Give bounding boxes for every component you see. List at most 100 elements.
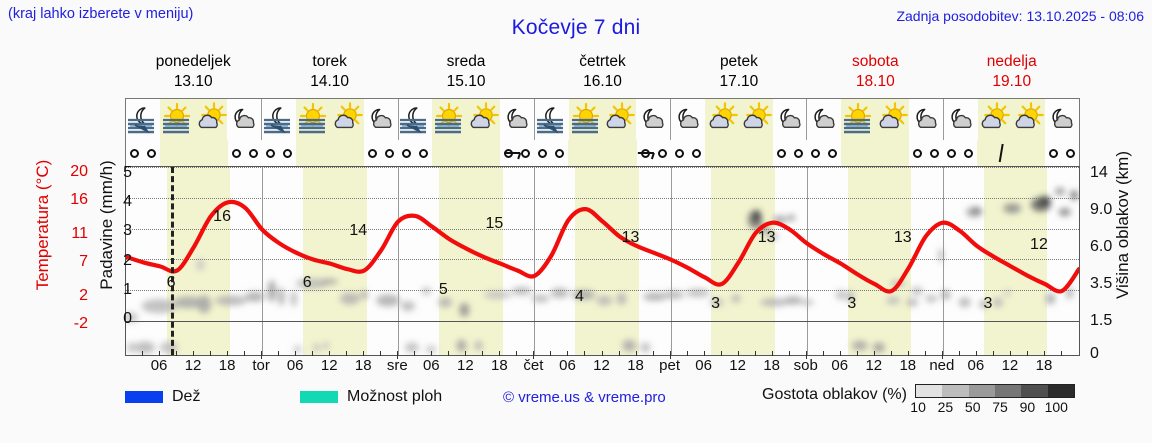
wind-calm-symbol bbox=[671, 140, 688, 166]
time-tick-label: 18 bbox=[354, 357, 372, 374]
cloud-height-tick-label: 9.0 bbox=[1090, 201, 1113, 218]
chart-legend: Dež Možnost ploh © vreme.us & vreme.pro … bbox=[125, 384, 1145, 432]
axis-tick bbox=[482, 351, 484, 356]
day-date: 13.10 bbox=[173, 73, 213, 90]
axis-tick bbox=[363, 351, 365, 356]
page-title: Kočevje 7 dni bbox=[511, 16, 641, 39]
icon-day-nedelja bbox=[944, 99, 1079, 140]
axis-tick bbox=[754, 351, 756, 356]
sun-cloud-icon bbox=[705, 99, 739, 140]
time-tick-label: 06 bbox=[286, 357, 304, 374]
wind-day-sobota bbox=[807, 140, 943, 166]
day-header-nedelja: nedelja 19.10 bbox=[944, 52, 1080, 96]
sun-mist-icon bbox=[432, 99, 466, 140]
min-temp-label: 6 bbox=[166, 274, 176, 292]
wind-calm-symbol bbox=[364, 140, 381, 166]
calm-circle-icon bbox=[657, 148, 667, 158]
wind-day-četrtek bbox=[534, 140, 670, 166]
axis-tick bbox=[261, 351, 263, 359]
day-name: ponedeljek bbox=[155, 53, 231, 70]
day-date: 19.10 bbox=[992, 73, 1032, 90]
min-temp-label: 3 bbox=[847, 294, 857, 312]
day-separator bbox=[398, 167, 400, 355]
axis-tick bbox=[1043, 351, 1045, 356]
sun-cloud-icon bbox=[875, 99, 909, 140]
wind-symbol-band bbox=[125, 140, 1080, 166]
cloud-density-tick: 100 bbox=[1044, 399, 1068, 415]
calm-circle-icon bbox=[130, 148, 139, 158]
calm-circle-icon bbox=[1048, 148, 1058, 158]
axis-tick bbox=[346, 351, 348, 356]
min-temp-label: 5 bbox=[438, 281, 448, 299]
day-name: sreda bbox=[446, 53, 486, 70]
calm-circle-icon bbox=[402, 148, 412, 158]
calm-circle-icon bbox=[419, 148, 429, 158]
cloud-density-tick: 90 bbox=[1019, 399, 1036, 415]
axis-tick bbox=[635, 351, 637, 356]
menu-hint-text: (kraj lahko izberete v meniju) bbox=[8, 6, 194, 22]
day-separator bbox=[806, 167, 808, 355]
day-date: 14.10 bbox=[310, 73, 350, 90]
axis-tick bbox=[737, 351, 739, 356]
axis-tick bbox=[193, 351, 195, 356]
icon-day-četrtek bbox=[535, 99, 672, 140]
axis-tick bbox=[652, 351, 654, 356]
daylight-shade bbox=[976, 140, 1045, 166]
day-name: sobota bbox=[852, 53, 899, 70]
calm-circle-icon bbox=[147, 148, 157, 158]
wind-calm-symbol bbox=[551, 140, 568, 166]
day-name: nedelja bbox=[986, 53, 1037, 70]
time-tick-label: 12 bbox=[593, 357, 610, 374]
wind-calm-symbol bbox=[228, 140, 245, 166]
time-tick-label: 06 bbox=[559, 357, 576, 374]
cloud-height-tick-label: 6.0 bbox=[1090, 238, 1113, 255]
sun-cloud-icon bbox=[194, 99, 228, 140]
day-date: 15.10 bbox=[446, 73, 486, 90]
wind-calm-symbol bbox=[960, 140, 977, 166]
min-temp-label: 6 bbox=[302, 274, 312, 292]
axis-tick bbox=[805, 351, 807, 359]
time-tick-label: 12 bbox=[729, 357, 746, 374]
day-header-row: ponedeljek 13.10 torek 14.10 sreda 15.10 četrt… bbox=[125, 52, 1080, 96]
calm-circle-icon bbox=[283, 148, 293, 158]
axis-tick bbox=[1060, 351, 1062, 356]
day-boundary-label: tor bbox=[252, 357, 270, 374]
day-header-četrtek: četrtek 16.10 bbox=[534, 52, 670, 96]
day-date: 18.10 bbox=[855, 73, 895, 90]
axis-tick bbox=[669, 351, 671, 359]
precipitation-tick-label: 0 bbox=[123, 310, 132, 327]
precipitation-tick-label: 5 bbox=[123, 164, 132, 181]
axis-tick bbox=[771, 351, 773, 356]
cloud-density-legend: Gostota oblakov (%) 10 25 50 75 90 100 bbox=[762, 384, 1075, 415]
axis-tick bbox=[601, 351, 603, 356]
axis-tick bbox=[890, 351, 892, 356]
calm-circle-icon bbox=[929, 148, 939, 158]
calm-circle-icon bbox=[538, 148, 548, 158]
axis-tick bbox=[448, 351, 450, 356]
temperature-tick-label: 2 bbox=[79, 287, 88, 305]
time-tick-label: 18 bbox=[218, 357, 236, 374]
axis-tick bbox=[533, 351, 535, 359]
wind-calm-symbol bbox=[500, 140, 517, 166]
copyright-link[interactable]: © vreme.us & vreme.pro bbox=[503, 389, 666, 406]
time-axis: 06 12 18 tor 06 12 18 sre 06 12 18 čet 06 12 18 pet 06 12… bbox=[125, 351, 1080, 379]
moon-cloud-icon bbox=[227, 99, 261, 140]
calm-circle-icon bbox=[640, 148, 650, 158]
wind-calm-symbol bbox=[279, 140, 296, 166]
moon-cloud-icon bbox=[944, 99, 978, 140]
cloud-density-swatch bbox=[1021, 385, 1048, 397]
wind-calm-symbol bbox=[637, 140, 654, 166]
daylight-shade bbox=[296, 140, 365, 166]
cloud-density-colorbar bbox=[914, 384, 1075, 398]
wind-calm-symbol bbox=[143, 140, 160, 166]
min-temp-label: 3 bbox=[711, 294, 721, 312]
calm-circle-icon bbox=[674, 148, 684, 158]
daylight-shade bbox=[568, 140, 637, 166]
precipitation-tick-label: 3 bbox=[123, 222, 132, 240]
calm-circle-icon bbox=[385, 148, 395, 158]
wind-day-ponedeljek bbox=[126, 140, 262, 166]
wind-calm-symbol bbox=[262, 140, 279, 166]
axis-tick bbox=[159, 351, 161, 356]
temperature-tick-label: 20 bbox=[70, 163, 88, 180]
axis-tick bbox=[1009, 351, 1011, 356]
